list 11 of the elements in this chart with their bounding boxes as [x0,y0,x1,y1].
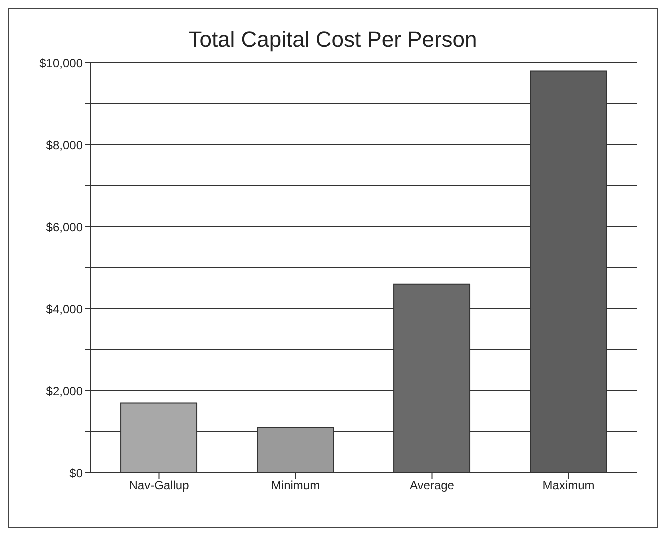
x-tick-label: Average [410,478,455,493]
y-tick-label: $4,000 [46,302,84,316]
x-tick-label: Minimum [271,478,320,493]
y-tick-label: $8,000 [46,138,84,152]
y-tick-label: $2,000 [46,384,84,398]
y-tick-label: $10,000 [40,56,84,70]
y-tick-label: $0 [70,466,84,480]
y-tick-label: $6,000 [46,220,84,234]
x-tick-label: Nav-Gallup [129,478,190,493]
chart-title: Total Capital Cost Per Person [188,27,478,53]
x-tick-label: Maximum [542,478,595,493]
